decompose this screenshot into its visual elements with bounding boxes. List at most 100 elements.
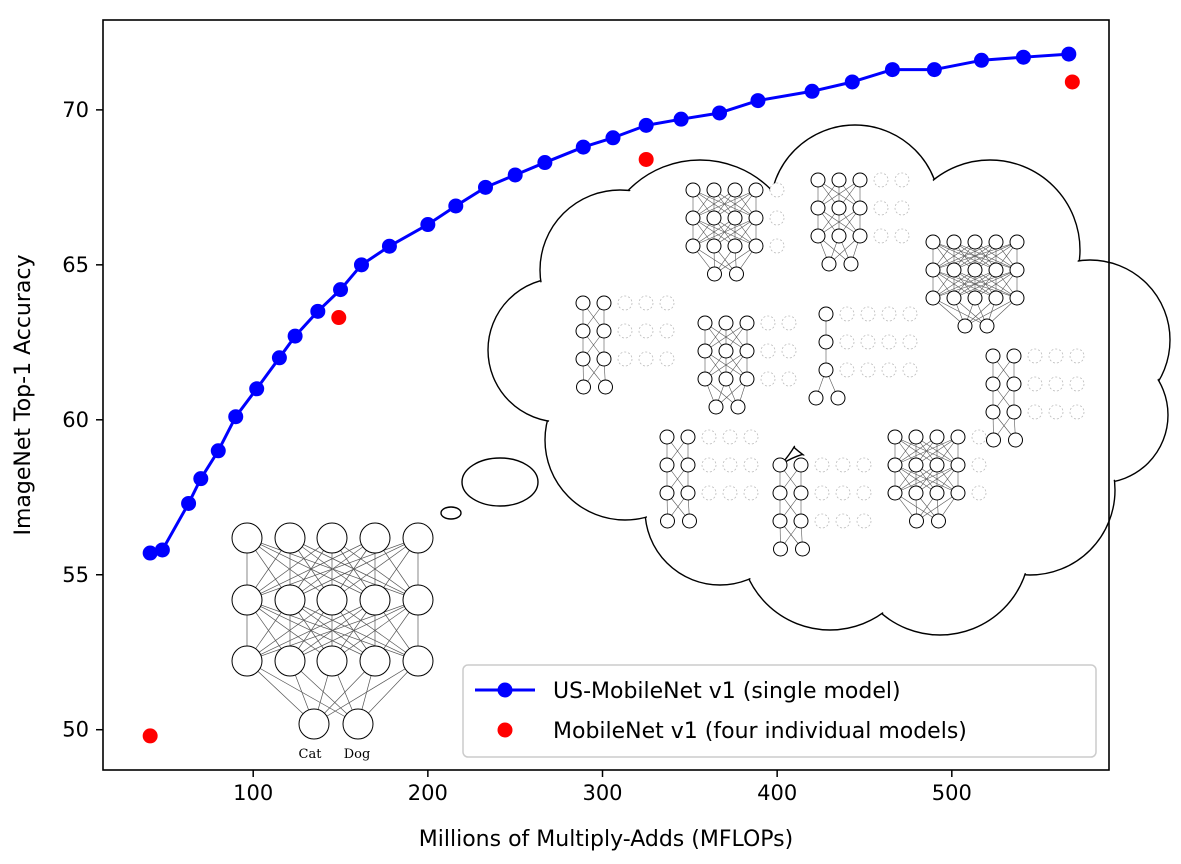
mini-network-node xyxy=(988,262,1004,278)
mini-network-node xyxy=(659,457,675,473)
mini-network-node xyxy=(727,182,743,198)
mini-network-node-inactive xyxy=(971,485,987,501)
mini-network-edge xyxy=(894,464,938,494)
y-axis: 50 55 60 65 70 xyxy=(62,98,103,742)
data-point-us-mobilenet xyxy=(804,83,820,99)
data-point-mobilenet xyxy=(331,310,347,326)
network-node xyxy=(274,645,306,677)
mini-network-node xyxy=(575,351,591,367)
network-edge xyxy=(289,537,419,601)
mini-network-node-inactive xyxy=(839,306,855,322)
mini-network-edge xyxy=(692,245,737,275)
mini-network-node xyxy=(748,210,764,226)
network-edge xyxy=(246,537,333,601)
data-point-us-mobilenet xyxy=(310,303,326,319)
mini-network-node xyxy=(793,457,809,473)
mini-network-node xyxy=(739,315,755,331)
mini-network-node-inactive xyxy=(769,238,785,254)
mini-network-edge xyxy=(974,241,1018,271)
mini-network-output-node xyxy=(843,256,859,272)
mini-network-node-inactive xyxy=(894,172,910,188)
data-point-us-mobilenet xyxy=(181,495,197,511)
network-node xyxy=(402,584,434,616)
mini-network-node xyxy=(985,404,1001,420)
mini-network-node xyxy=(810,172,826,188)
mini-network-node xyxy=(680,485,696,501)
data-point-us-mobilenet xyxy=(228,409,244,425)
mini-network-node xyxy=(950,457,966,473)
mini-network-node-inactive xyxy=(1069,376,1085,392)
data-point-us-mobilenet xyxy=(271,350,287,366)
output-node xyxy=(298,708,330,740)
data-point-us-mobilenet xyxy=(154,542,170,558)
mini-network-edge xyxy=(817,207,861,237)
network-node xyxy=(359,522,391,554)
x-tick-label: 500 xyxy=(932,781,972,805)
data-point-us-mobilenet xyxy=(673,111,689,127)
mini-network-edge xyxy=(692,217,736,247)
mini-network-node-inactive xyxy=(1048,404,1064,420)
mini-network-node xyxy=(950,429,966,445)
mini-network-node xyxy=(929,485,945,501)
mini-network-node-inactive xyxy=(894,228,910,244)
mini-network-edge xyxy=(932,269,1018,299)
data-point-us-mobilenet xyxy=(507,167,523,183)
data-point-us-mobilenet xyxy=(381,238,397,254)
mini-network-output-node xyxy=(729,266,744,282)
mini-network-node-inactive xyxy=(1027,376,1043,392)
output-label-cat: Cat xyxy=(299,747,323,762)
mini-network-edge xyxy=(932,241,997,271)
mini-network-edge xyxy=(704,322,748,352)
mini-network-output-node xyxy=(660,513,675,529)
mini-network-edge xyxy=(974,269,1018,299)
network-node xyxy=(231,584,263,616)
mini-network-node-inactive xyxy=(873,172,889,188)
data-point-mobilenet xyxy=(142,728,158,744)
mini-network-node-inactive xyxy=(860,362,876,378)
mini-network-node xyxy=(706,182,722,198)
mini-network-edge xyxy=(713,217,757,247)
y-tick-label: 55 xyxy=(62,563,89,587)
network-edge xyxy=(246,660,359,725)
mini-network-node xyxy=(1009,262,1025,278)
mini-network-node-inactive xyxy=(881,334,897,350)
network-node xyxy=(316,522,348,554)
mini-network-node-inactive xyxy=(760,315,776,331)
mini-network-node-inactive xyxy=(1069,348,1085,364)
mini-network-edge xyxy=(894,464,959,494)
mini-network-node-inactive xyxy=(902,362,918,378)
legend: US-MobileNet v1 (single model) MobileNet… xyxy=(462,664,1097,758)
thought-cloud-illustration xyxy=(440,124,1171,636)
mini-network-node-inactive xyxy=(722,457,738,473)
mini-network-node xyxy=(852,172,868,188)
mini-network-node xyxy=(718,371,734,387)
mini-network-node xyxy=(831,228,847,244)
y-tick-label: 50 xyxy=(62,718,89,742)
mini-network-node xyxy=(852,200,868,216)
mini-network-node-inactive xyxy=(638,295,654,311)
mini-network-node xyxy=(685,182,701,198)
mini-network-output-node xyxy=(773,541,788,557)
mini-network-node-inactive xyxy=(1027,348,1043,364)
mini-network-node xyxy=(946,234,962,250)
mini-network-output-node xyxy=(795,541,810,557)
mini-network-node-inactive xyxy=(769,210,785,226)
mini-network-node xyxy=(988,290,1004,306)
data-point-us-mobilenet xyxy=(249,381,265,397)
mini-network-node xyxy=(831,172,847,188)
mini-network-node xyxy=(985,348,1001,364)
mini-network-node-inactive xyxy=(781,315,797,331)
network-node xyxy=(231,522,263,554)
mini-network-node-inactive xyxy=(659,351,675,367)
mini-network-edge xyxy=(915,436,959,466)
mini-network-node-inactive xyxy=(638,351,654,367)
mini-network-node xyxy=(748,238,764,254)
mini-network-node xyxy=(887,457,903,473)
mini-network-edge xyxy=(894,436,959,466)
mini-network-output-node xyxy=(707,266,722,282)
mini-network-node-inactive xyxy=(835,457,851,473)
data-point-mobilenet xyxy=(1064,74,1080,90)
mini-network-output-node xyxy=(957,318,973,334)
mini-network-node-inactive xyxy=(902,306,918,322)
mini-network-node-inactive xyxy=(894,200,910,216)
